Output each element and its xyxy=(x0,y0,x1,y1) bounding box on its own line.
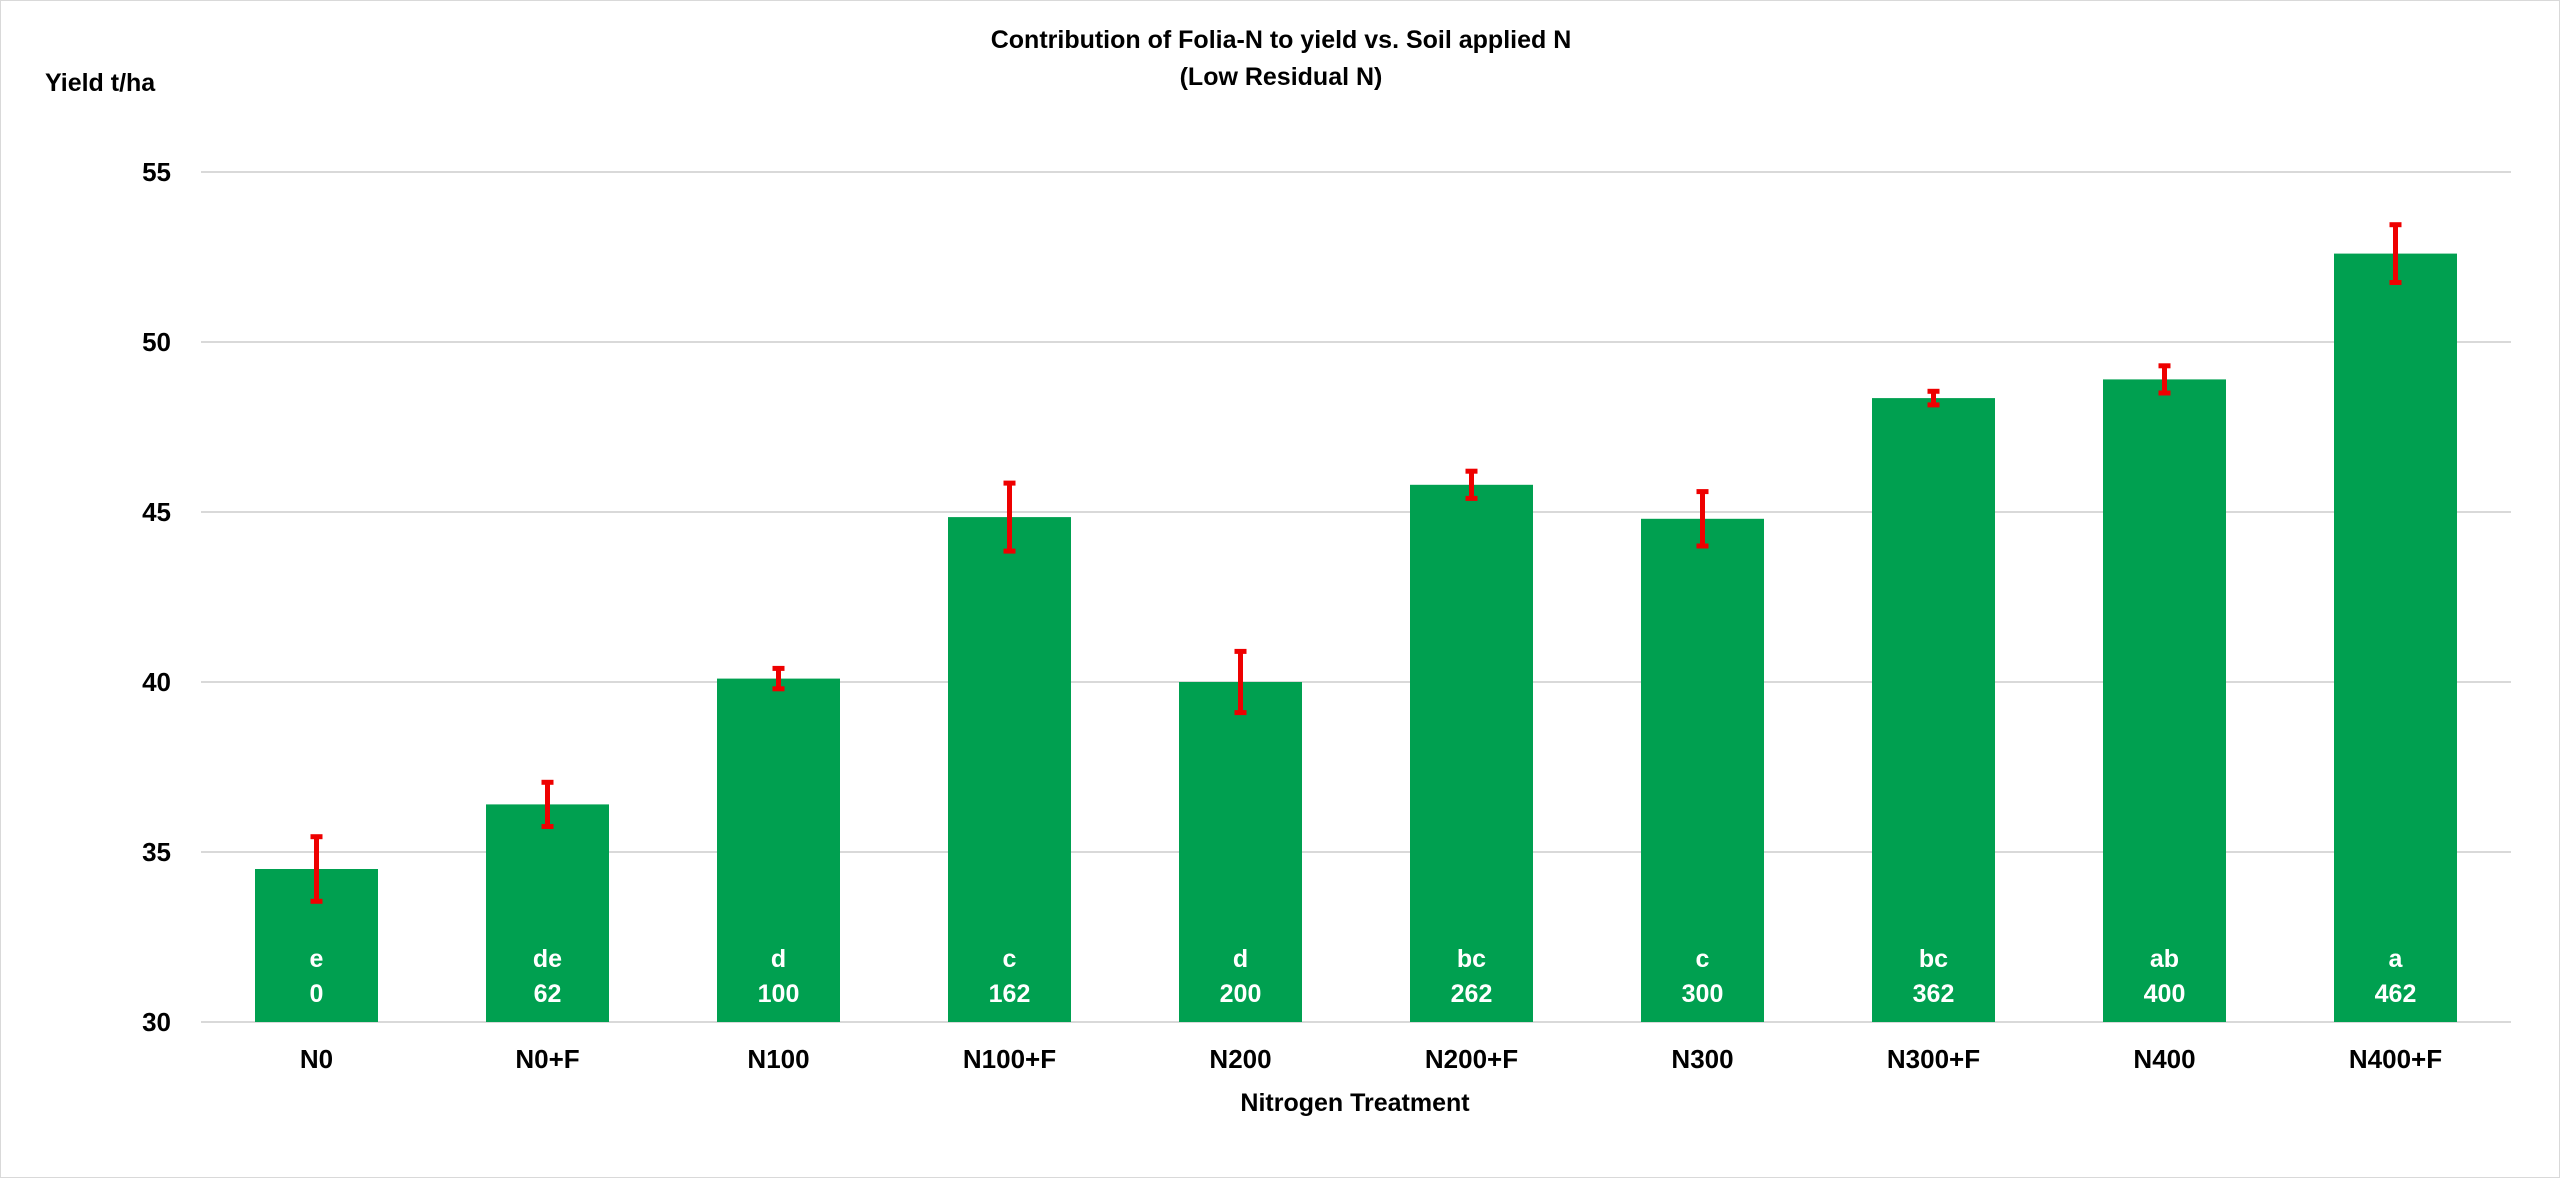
x-axis-label: Nitrogen Treatment xyxy=(1240,1089,1470,1117)
total-n-label: 200 xyxy=(1220,980,1262,1008)
x-tick-label: N400+F xyxy=(2349,1044,2442,1074)
significance-letter: d xyxy=(771,945,786,973)
y-tick-label: 35 xyxy=(142,837,171,867)
total-n-label: 400 xyxy=(2144,980,2186,1008)
y-tick-label: 50 xyxy=(142,327,171,357)
x-tick-label: N300 xyxy=(1671,1044,1733,1074)
x-tick-label: N100+F xyxy=(963,1044,1056,1074)
x-tick-label: N200+F xyxy=(1425,1044,1518,1074)
bar xyxy=(1641,518,1764,1022)
bar xyxy=(2103,379,2226,1022)
x-tick-label: N300+F xyxy=(1887,1044,1980,1074)
x-axis-ticks: N0 N0+F N100 N100+F N200 N200+F N300 N300+F N400… xyxy=(300,1044,2442,1074)
total-n-label: 62 xyxy=(534,980,562,1008)
significance-letter: d xyxy=(1233,945,1248,973)
bar xyxy=(717,678,840,1022)
total-n-label: 362 xyxy=(1913,980,1955,1008)
significance-letter: de xyxy=(533,945,562,973)
total-n-label: 100 xyxy=(758,980,800,1008)
y-tick-label: 30 xyxy=(142,1007,171,1037)
bar-labels: e 0 de 62 d 100 c 162 d 200 bc 262 c 300 bc 362 ab 400 a 46… xyxy=(310,945,2417,1008)
significance-letter: c xyxy=(1003,945,1017,973)
x-tick-label: N100 xyxy=(747,1044,809,1074)
y-axis-label: Yield t/ha xyxy=(45,69,156,97)
y-axis-ticks: 30 35 40 45 50 55 xyxy=(142,157,171,1037)
x-tick-label: N0 xyxy=(300,1044,333,1074)
x-tick-label: N400 xyxy=(2133,1044,2195,1074)
significance-letter: c xyxy=(1696,945,1710,973)
y-tick-label: 40 xyxy=(142,667,171,697)
chart-subtitle: (Low Residual N) xyxy=(1180,63,1383,91)
total-n-label: 162 xyxy=(989,980,1031,1008)
significance-letter: e xyxy=(310,945,324,973)
bar xyxy=(1872,398,1995,1023)
significance-letter: bc xyxy=(1457,945,1486,973)
bars xyxy=(255,253,2457,1023)
y-tick-label: 45 xyxy=(142,497,171,527)
bar xyxy=(486,804,609,1022)
bar xyxy=(1410,484,1533,1022)
significance-letter: ab xyxy=(2150,945,2179,973)
bar xyxy=(2334,253,2457,1023)
significance-letter: a xyxy=(2389,945,2404,973)
y-tick-label: 55 xyxy=(142,157,171,187)
x-tick-label: N200 xyxy=(1209,1044,1271,1074)
bar xyxy=(1179,682,1302,1022)
significance-letter: bc xyxy=(1919,945,1948,973)
total-n-label: 0 xyxy=(310,980,324,1008)
chart-title: Contribution of Folia-N to yield vs. Soi… xyxy=(991,26,1572,54)
x-tick-label: N0+F xyxy=(515,1044,579,1074)
total-n-label: 300 xyxy=(1682,980,1724,1008)
error-bars xyxy=(310,222,2402,904)
total-n-label: 462 xyxy=(2375,980,2417,1008)
total-n-label: 262 xyxy=(1451,980,1493,1008)
bar xyxy=(948,517,1071,1022)
